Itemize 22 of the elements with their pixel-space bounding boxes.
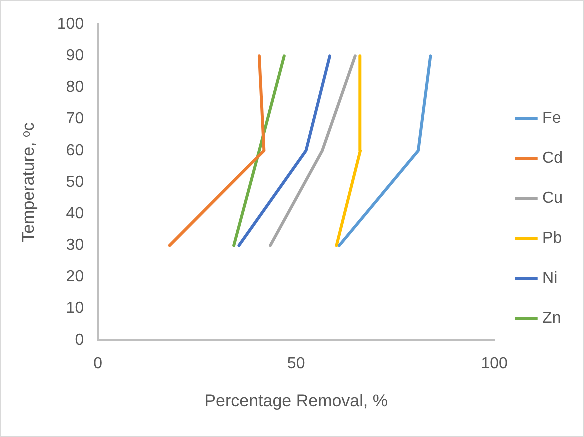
y-tick-label: 70: [66, 110, 84, 128]
y-tick-label: 0: [75, 332, 84, 349]
y-tick-label: 90: [66, 48, 84, 65]
x-tick-label: 50: [287, 355, 306, 372]
x-tick-label: 100: [481, 355, 508, 372]
legend-label: Zn: [542, 310, 562, 327]
y-tick-label: 20: [66, 268, 84, 286]
y-tick-label: 10: [66, 300, 84, 318]
legend-label: Cu: [542, 190, 563, 207]
x-tick-label: 0: [94, 355, 103, 372]
y-tick-label: 80: [66, 79, 84, 96]
y-tick-label: 60: [66, 142, 84, 160]
x-axis-title: Percentage Removal, %: [204, 391, 388, 410]
y-tick-label: 30: [66, 237, 84, 254]
y-tick-label: 50: [66, 174, 84, 191]
y-axis-title: Temperature, ᵒc: [18, 122, 38, 242]
legend-label: Pb: [542, 230, 562, 247]
legend-label: Ni: [542, 270, 558, 287]
legend-label: Cd: [542, 150, 563, 167]
y-tick-label: 100: [57, 16, 84, 34]
legend-label: Fe: [542, 110, 562, 127]
y-tick-label: 40: [66, 205, 84, 222]
